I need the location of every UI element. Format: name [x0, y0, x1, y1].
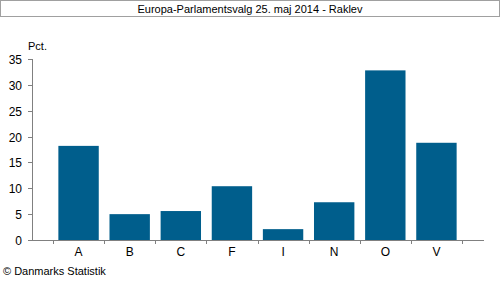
x-tick [53, 240, 54, 244]
y-tick-label: 20 [9, 131, 23, 145]
y-axis-line [32, 59, 33, 240]
y-tick [28, 240, 32, 241]
y-tick [28, 111, 32, 112]
x-tick-label: B [126, 245, 134, 259]
x-tick [411, 240, 412, 244]
title-frame [1, 1, 500, 17]
bar [263, 229, 303, 240]
y-tick-label: 0 [15, 234, 22, 248]
x-tick [104, 240, 105, 244]
bar [365, 70, 405, 240]
y-tick [28, 188, 32, 189]
y-tick [28, 137, 32, 138]
y-tick [28, 214, 32, 215]
chart-svg: Europa-Parlamentsvalg 25. maj 2014 - Rak… [0, 0, 500, 282]
x-tick [206, 240, 207, 244]
y-tick [28, 59, 32, 60]
y-tick-label: 35 [9, 53, 23, 67]
title: Europa-Parlamentsvalg 25. maj 2014 - Rak… [137, 3, 363, 15]
x-tick-label: N [330, 245, 339, 259]
x-tick-label: F [228, 245, 235, 259]
bar [161, 211, 201, 240]
x-tick-label: V [432, 245, 440, 259]
x-tick-label: C [176, 245, 185, 259]
x-tick [258, 240, 259, 244]
x-tick-label: O [381, 245, 390, 259]
y-tick-label: 10 [9, 182, 23, 196]
bar [109, 214, 149, 240]
y-tick-label: 25 [9, 105, 23, 119]
bar [416, 143, 456, 240]
source: © Danmarks Statistik [3, 265, 106, 277]
x-tick-label: A [75, 245, 83, 259]
x-tick [309, 240, 310, 244]
bar [58, 146, 98, 240]
y-axis-label: Pct. [28, 40, 47, 52]
y-tick [28, 85, 32, 86]
y-tick [28, 162, 32, 163]
x-tick-label: I [281, 245, 284, 259]
y-tick-label: 5 [15, 208, 22, 222]
chart-container: Europa-Parlamentsvalg 25. maj 2014 - Rak… [0, 0, 500, 282]
bar [314, 202, 354, 240]
x-tick [360, 240, 361, 244]
x-tick [462, 240, 463, 244]
y-tick-label: 30 [9, 79, 23, 93]
bar [212, 186, 252, 240]
bars [58, 70, 456, 240]
x-tick [155, 240, 156, 244]
y-tick-label: 15 [9, 156, 23, 170]
